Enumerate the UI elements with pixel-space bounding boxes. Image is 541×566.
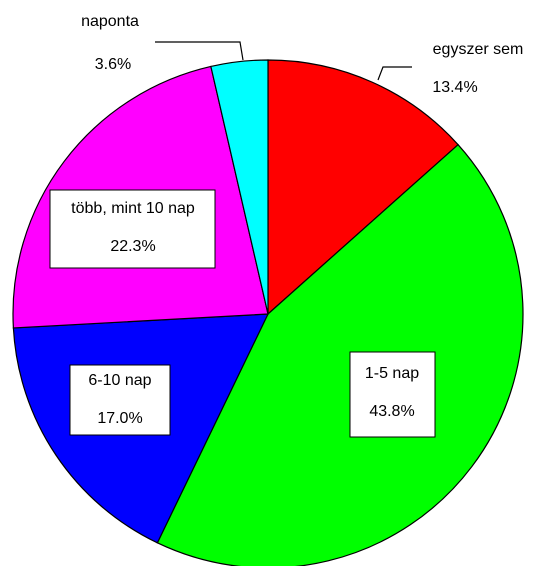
pie-slice (267, 59, 459, 316)
label-box (349, 351, 436, 438)
slice-value-label: 13.4% (432, 79, 477, 96)
slice-label: naponta (81, 13, 139, 30)
slice-value-label: 22.3% (110, 238, 155, 255)
slice-value-label: 43.8% (369, 403, 414, 420)
pie-slice (156, 143, 524, 566)
label-box (69, 364, 171, 436)
slice-label: 6-10 nap (88, 372, 151, 389)
slice-value-label: 17.0% (97, 410, 142, 427)
slice-value-label: 3.6% (95, 56, 131, 73)
label-box (49, 189, 216, 269)
leader-line (377, 66, 412, 81)
slice-label: egyszer sem (433, 41, 524, 58)
slice-label: 1-5 nap (365, 365, 419, 382)
slice-label: több, mint 10 nap (71, 200, 195, 217)
leader-line (155, 41, 244, 61)
pie-slice (210, 59, 269, 315)
